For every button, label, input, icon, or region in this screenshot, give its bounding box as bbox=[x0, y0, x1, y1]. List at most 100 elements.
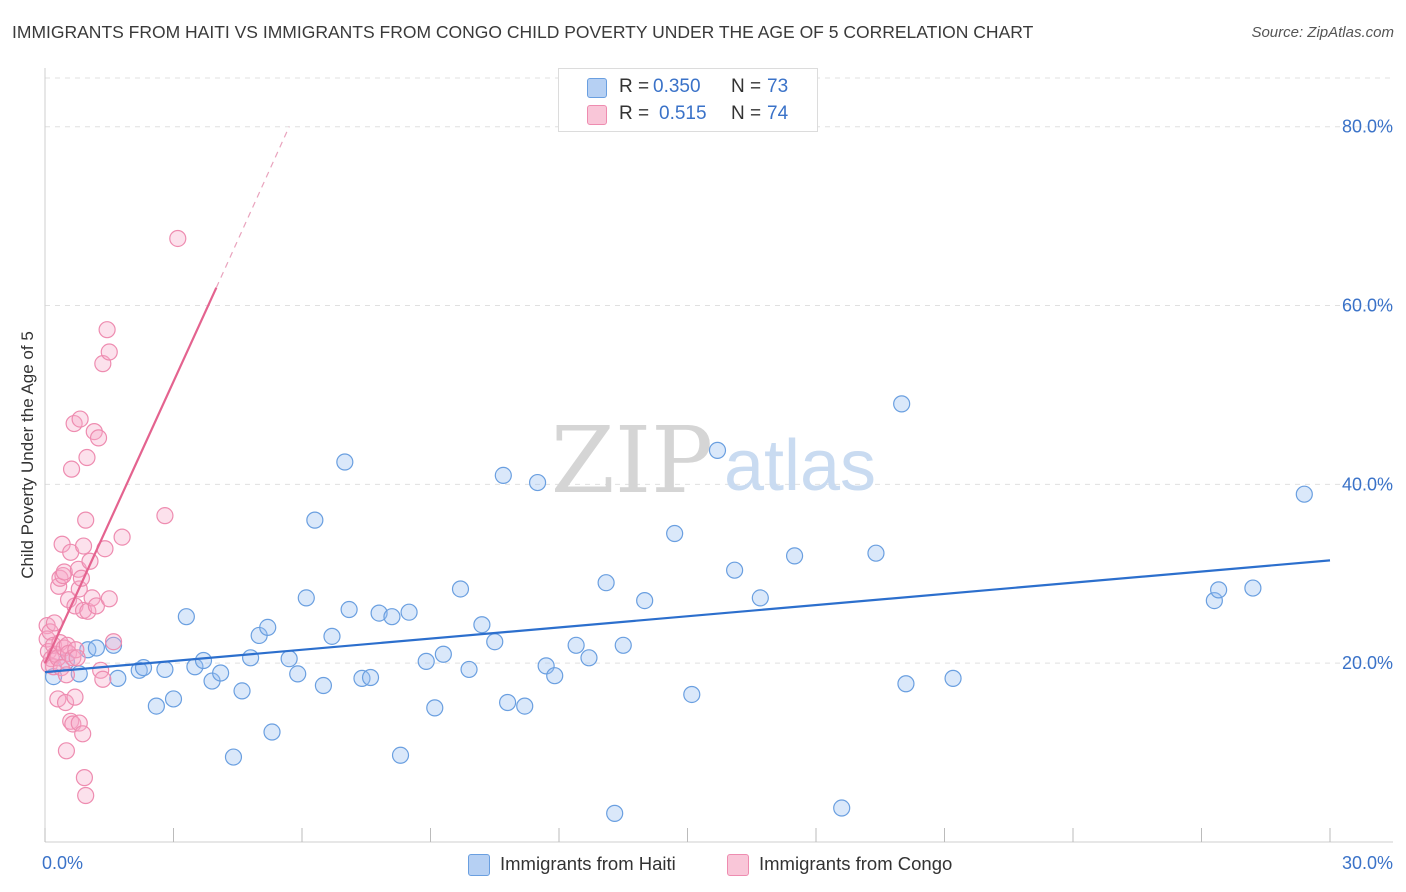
y-tick-label: 40.0% bbox=[1342, 474, 1393, 494]
y-tick-label: 80.0% bbox=[1342, 117, 1393, 137]
data-point bbox=[289, 665, 307, 683]
data-point bbox=[56, 693, 75, 712]
data-series bbox=[38, 229, 1313, 822]
data-point bbox=[597, 574, 615, 592]
x-tick-label-max: 30.0% bbox=[1342, 853, 1393, 873]
trend-line-haiti bbox=[44, 559, 1331, 674]
data-point bbox=[94, 670, 112, 688]
legend-n-value: 73 bbox=[767, 76, 789, 97]
data-point bbox=[87, 639, 106, 657]
data-point bbox=[636, 591, 654, 610]
data-point bbox=[70, 714, 88, 732]
data-point bbox=[494, 466, 512, 485]
data-point bbox=[164, 690, 183, 708]
data-point bbox=[79, 602, 97, 620]
data-point bbox=[473, 616, 491, 634]
data-point bbox=[516, 697, 534, 715]
data-point bbox=[434, 645, 452, 663]
data-point bbox=[169, 229, 187, 248]
legend-swatch-haiti bbox=[587, 78, 607, 98]
data-point bbox=[280, 650, 298, 668]
data-point bbox=[74, 537, 93, 555]
data-point bbox=[383, 608, 401, 626]
watermark-zip: ZIP bbox=[551, 407, 713, 514]
data-point bbox=[528, 473, 547, 492]
watermark: ZIP atlas bbox=[551, 407, 876, 514]
data-point bbox=[224, 748, 243, 766]
data-point bbox=[867, 544, 885, 562]
data-point bbox=[212, 664, 230, 682]
data-point bbox=[833, 799, 851, 817]
data-point bbox=[370, 604, 388, 622]
data-point bbox=[55, 563, 73, 581]
legend-n-label: N = bbox=[731, 76, 762, 97]
data-point bbox=[89, 429, 108, 447]
legend-row-haiti: R = 0.350 N = 73 bbox=[559, 74, 817, 100]
data-point bbox=[683, 685, 701, 704]
data-point bbox=[77, 511, 95, 529]
data-point bbox=[417, 652, 435, 670]
data-point bbox=[100, 590, 118, 608]
data-point bbox=[1295, 485, 1313, 503]
data-point bbox=[113, 528, 131, 546]
data-point bbox=[156, 660, 174, 679]
data-point bbox=[87, 597, 106, 615]
data-point bbox=[546, 667, 564, 685]
data-point bbox=[323, 627, 341, 645]
data-point bbox=[314, 676, 333, 695]
watermark-atlas: atlas bbox=[724, 426, 876, 506]
bottom-legend-swatch-haiti bbox=[468, 854, 490, 876]
data-point bbox=[242, 649, 260, 667]
data-point bbox=[1210, 581, 1228, 599]
legend-r-label: R = bbox=[619, 103, 650, 124]
data-point bbox=[74, 725, 92, 743]
series-congo bbox=[38, 229, 187, 805]
data-point bbox=[785, 547, 804, 565]
data-point bbox=[109, 669, 127, 687]
data-point bbox=[944, 669, 962, 687]
data-point bbox=[897, 675, 915, 693]
data-point bbox=[580, 649, 598, 667]
data-point bbox=[306, 511, 324, 529]
data-point bbox=[104, 633, 123, 651]
data-point bbox=[336, 453, 354, 471]
data-point bbox=[340, 600, 358, 619]
legend-r-value: 0.515 bbox=[659, 103, 707, 124]
data-point bbox=[708, 441, 727, 459]
chart-source: Source: ZipAtlas.com bbox=[1251, 24, 1394, 41]
legend-swatch-congo bbox=[587, 105, 607, 125]
legend-row-congo: R = 0.515 N = 74 bbox=[559, 101, 817, 127]
data-point bbox=[100, 343, 118, 361]
legend-r-value: 0.350 bbox=[653, 76, 701, 97]
data-point bbox=[98, 321, 116, 339]
y-tick-label: 60.0% bbox=[1342, 296, 1393, 316]
data-point bbox=[666, 524, 684, 543]
legend-n-label: N = bbox=[731, 103, 762, 124]
trend-line-congo bbox=[43, 287, 218, 664]
data-point bbox=[75, 769, 94, 787]
data-point bbox=[426, 699, 444, 717]
data-point bbox=[391, 746, 410, 764]
grid-lines bbox=[45, 77, 1393, 664]
data-point bbox=[62, 712, 80, 730]
data-point bbox=[259, 618, 277, 637]
data-point bbox=[233, 682, 251, 700]
legend-n-value: 74 bbox=[767, 103, 789, 124]
chart-title: IMMIGRANTS FROM HAITI VS IMMIGRANTS FROM… bbox=[12, 22, 1034, 42]
data-point bbox=[893, 395, 911, 413]
data-point bbox=[751, 589, 769, 607]
y-axis-title: Child Poverty Under the Age of 5 bbox=[18, 331, 37, 579]
y-tick-label: 20.0% bbox=[1342, 653, 1393, 673]
data-point bbox=[486, 633, 504, 651]
axes bbox=[44, 68, 1393, 843]
data-point bbox=[606, 804, 624, 822]
data-point bbox=[78, 448, 96, 467]
data-point bbox=[297, 589, 315, 607]
stats-legend: R = 0.350 N = 73 R = 0.515 N = 74 bbox=[558, 68, 818, 132]
data-point bbox=[156, 507, 174, 525]
data-point bbox=[194, 651, 213, 670]
data-point bbox=[726, 561, 744, 579]
data-point bbox=[451, 580, 470, 598]
data-point bbox=[1205, 591, 1223, 610]
